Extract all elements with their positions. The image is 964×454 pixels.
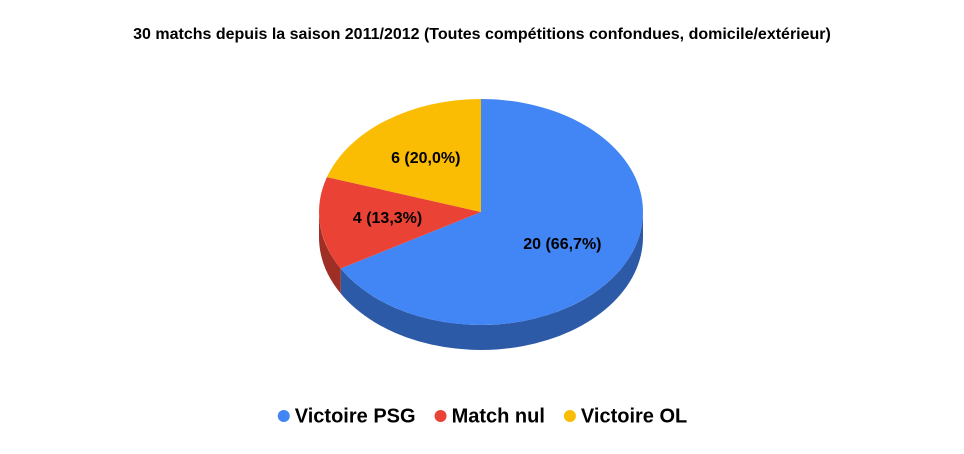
legend-label: Victoire OL xyxy=(581,405,687,427)
legend-label: Victoire PSG xyxy=(295,405,416,427)
slice xyxy=(326,99,481,212)
data-label: 4 (13,3%) xyxy=(353,210,422,227)
slice xyxy=(340,99,643,325)
legend: Victoire PSG Match nul Victoire OL xyxy=(277,405,687,427)
slice xyxy=(319,177,481,269)
legend-marker xyxy=(434,410,447,422)
data-label: 6 (20,0%) xyxy=(391,150,460,167)
legend-label: Match nul xyxy=(452,405,545,427)
chart-title: 30 matchs depuis la saison 2011/2012 (To… xyxy=(133,26,831,43)
slice-side xyxy=(319,212,341,294)
slice-side xyxy=(340,212,643,350)
data-label: 20 (66,7%) xyxy=(523,236,601,253)
legend-marker xyxy=(563,410,576,422)
legend-marker xyxy=(277,410,290,422)
